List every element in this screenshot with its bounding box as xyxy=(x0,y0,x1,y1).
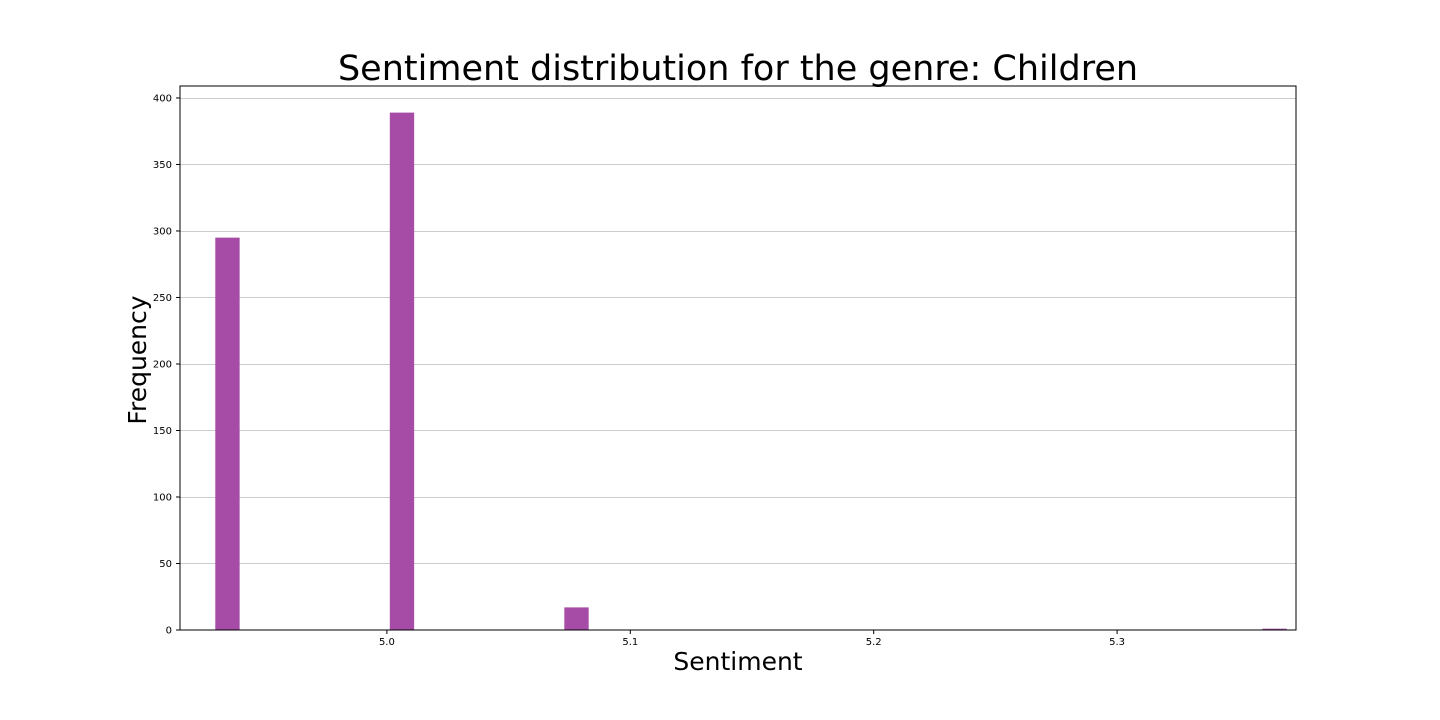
y-tick-label-2: 100 xyxy=(153,492,172,503)
x-tick-label-3: 5.3 xyxy=(1109,637,1125,648)
bar-0 xyxy=(215,237,240,630)
y-tick-label-1: 50 xyxy=(159,559,172,570)
gridlines xyxy=(180,98,1296,564)
y-tick-label-4: 200 xyxy=(153,359,172,370)
x-tick-label-2: 5.2 xyxy=(866,637,882,648)
bars xyxy=(215,112,1287,631)
chart-title: Sentiment distribution for the genre: Ch… xyxy=(338,49,1138,89)
y-tick-label-3: 150 xyxy=(153,426,172,437)
bar-1 xyxy=(389,112,415,631)
bar-3 xyxy=(1262,628,1287,630)
plot-frame xyxy=(179,85,1297,631)
y-axis-label: Frequency xyxy=(123,295,152,424)
x-axis-label: Sentiment xyxy=(673,647,802,676)
x-tick-label-1: 5.1 xyxy=(622,637,638,648)
y-tick-label-7: 350 xyxy=(153,160,172,171)
x-tick-label-0: 5.0 xyxy=(379,637,395,648)
y-axis-ticks: 0 50 100 150 200 250 300 350 400 xyxy=(153,93,180,637)
y-tick-label-6: 300 xyxy=(153,226,172,237)
bar-2 xyxy=(564,607,589,630)
y-tick-label-0: 0 xyxy=(166,626,172,637)
y-tick-label-8: 400 xyxy=(153,93,172,104)
x-axis-ticks: 5.0 5.1 5.2 5.3 xyxy=(379,630,1125,648)
y-tick-label-5: 250 xyxy=(153,293,172,304)
